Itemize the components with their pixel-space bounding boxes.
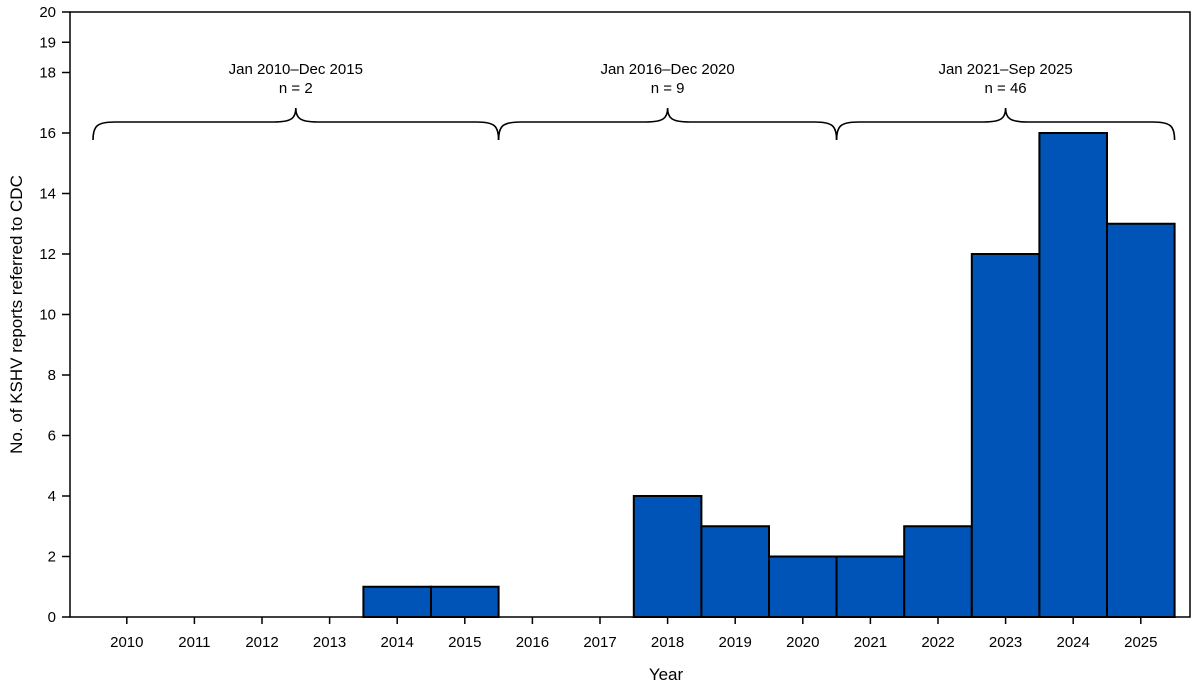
bar-2022 (903, 525, 973, 618)
y-tick-label: 19 (39, 34, 56, 51)
bar-2021 (835, 555, 906, 618)
x-tick-label: 2025 (1124, 634, 1157, 651)
bar-2020 (768, 555, 838, 618)
bar-2023 (970, 253, 1041, 618)
period-annotations: Jan 2010–Dec 2015 n = 2 Jan 2016–Dec 2020 n… (92, 61, 1176, 141)
y-tick-label: 20 (39, 4, 56, 21)
bar-2024 (1038, 132, 1109, 618)
y-axis-title: No. of KSHV reports referred to CDC (7, 175, 26, 454)
x-tick-label: 2022 (921, 634, 954, 651)
x-tick-label: 2021 (854, 634, 887, 651)
x-tick-label: 2014 (381, 634, 414, 651)
period-count: n = 9 (651, 80, 685, 97)
x-axis-ticks: 2010 2011 2012 2013 2014 2015 2016 2017 2018 2019… (110, 617, 1157, 651)
period-brace (92, 107, 500, 141)
y-tick-label: 14 (39, 186, 56, 203)
x-tick-label: 2016 (516, 634, 549, 651)
period-label: Jan 2016–Dec 2020 (600, 61, 734, 78)
y-tick-label: 8 (48, 367, 56, 384)
y-tick-label: 2 (48, 549, 56, 566)
y-tick-label: 10 (39, 307, 56, 324)
x-tick-label: 2012 (245, 634, 278, 651)
x-axis-title: Year (649, 665, 684, 684)
period-brace (497, 107, 838, 141)
bar-2018 (632, 495, 703, 618)
period-label: Jan 2021–Sep 2025 (938, 61, 1072, 78)
x-tick-label: 2023 (989, 634, 1022, 651)
period-count: n = 46 (985, 80, 1027, 97)
y-tick-label: 18 (39, 65, 56, 82)
bar-2014 (362, 585, 432, 618)
y-tick-label: 16 (39, 125, 56, 142)
x-tick-label: 2015 (448, 634, 481, 651)
y-tick-label: 6 (48, 428, 56, 445)
bar-2015 (430, 585, 500, 618)
period-count: n = 2 (279, 80, 313, 97)
y-tick-label: 12 (39, 246, 56, 263)
x-tick-label: 2024 (1057, 634, 1090, 651)
x-tick-label: 2019 (719, 634, 752, 651)
x-tick-label: 2020 (786, 634, 819, 651)
x-tick-label: 2018 (651, 634, 684, 651)
bar-2019 (700, 525, 771, 618)
y-axis-ticks: 0 2 4 6 8 10 12 14 16 18 19 20 (39, 4, 70, 626)
x-tick-label: 2011 (178, 634, 210, 651)
x-tick-label: 2010 (110, 634, 143, 651)
bar-2025 (1106, 222, 1176, 618)
y-tick-label: 4 (48, 488, 56, 505)
y-tick-label: 0 (48, 609, 56, 626)
x-tick-label: 2013 (313, 634, 346, 651)
bars-group (362, 132, 1176, 618)
x-tick-label: 2017 (583, 634, 616, 651)
period-label: Jan 2010–Dec 2015 (229, 61, 363, 78)
period-brace (835, 107, 1176, 141)
